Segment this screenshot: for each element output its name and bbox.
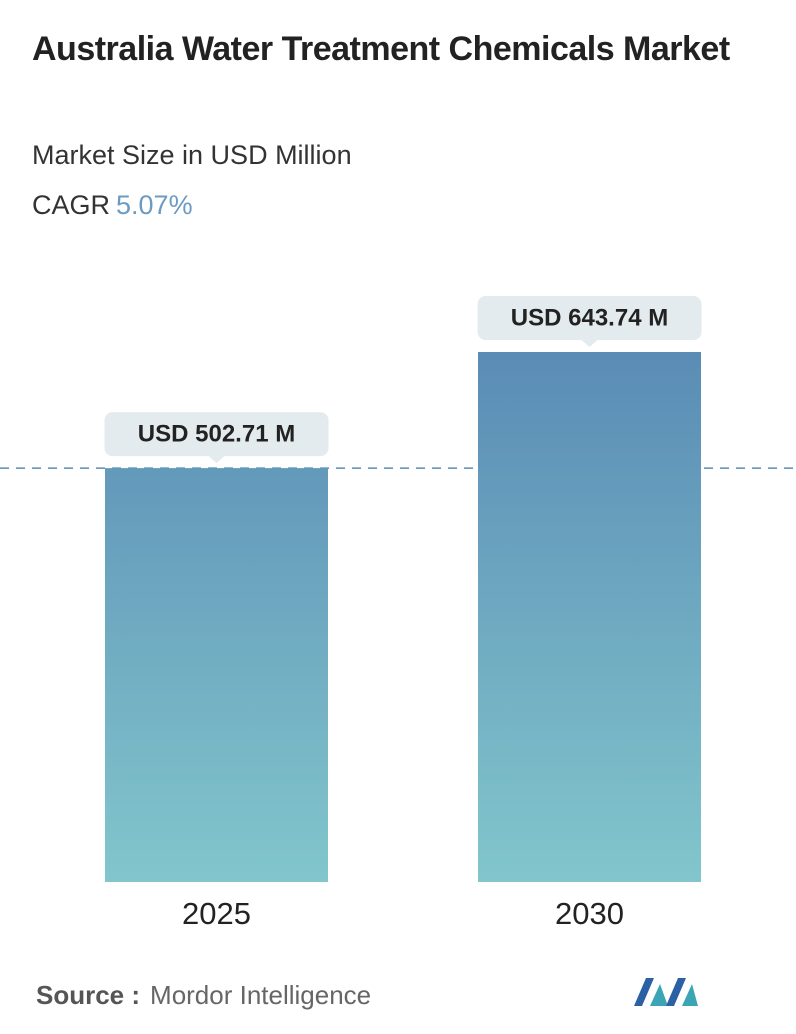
logo: [634, 978, 698, 1006]
value-label: USD 643.74 M: [511, 304, 668, 331]
value-label-box: [104, 412, 329, 457]
source: Source : Mordor Intelligence: [36, 980, 371, 1011]
bar: [478, 352, 701, 882]
chart-subtitle: Market Size in USD Million: [32, 140, 352, 170]
value-label-pointer: [208, 456, 225, 464]
value-label-pointer: [581, 340, 598, 347]
value-label-box: [477, 296, 702, 340]
x-tick-label: 2025: [182, 896, 251, 931]
source-label: Source :: [36, 980, 141, 1010]
cagr: CAGR 5.07%: [32, 190, 193, 221]
chart: USD 502.71 M 2025 USD 643.74 M 2030: [0, 296, 796, 931]
cagr-value: 5.07%: [116, 190, 193, 220]
bar: [105, 468, 328, 882]
source-name: Mordor Intelligence: [150, 980, 372, 1010]
x-tick-label: 2030: [555, 896, 624, 931]
cagr-label: CAGR: [32, 190, 111, 220]
chart-title: Australia Water Treatment Chemicals Mark…: [32, 30, 730, 68]
value-label: USD 502.71 M: [138, 420, 295, 447]
